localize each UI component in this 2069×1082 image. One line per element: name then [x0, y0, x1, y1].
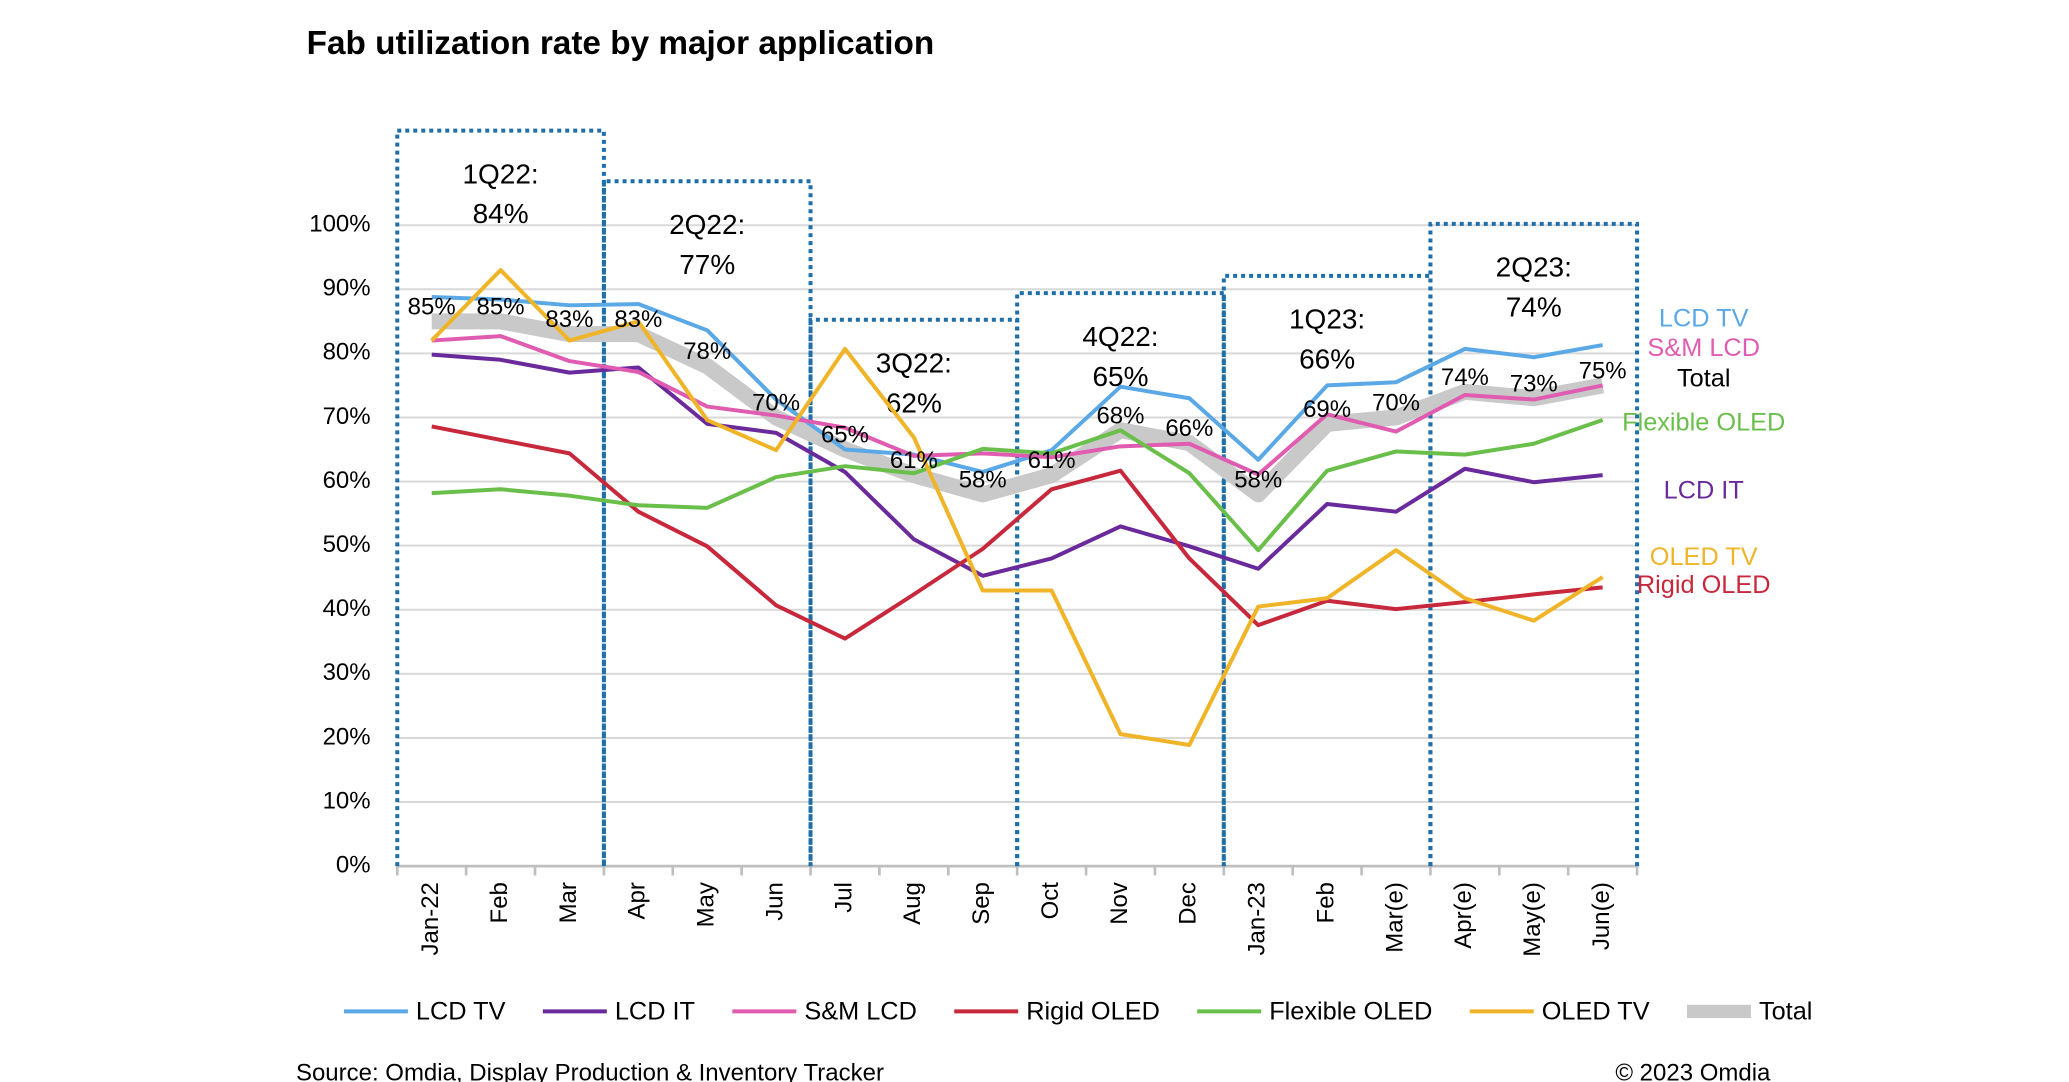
quarter-value: 77%	[679, 249, 735, 280]
data-label: 61%	[1028, 447, 1076, 474]
data-label: 58%	[1234, 466, 1282, 493]
x-tick-label: Sep	[968, 882, 995, 925]
series-line	[431, 313, 1605, 503]
data-label: 78%	[683, 338, 731, 365]
legend-label: Flexible OLED	[1269, 997, 1432, 1025]
quarter-label: 2Q23:	[1496, 252, 1572, 283]
quarter-box	[601, 179, 813, 867]
series-end-label: Total	[1677, 364, 1730, 392]
quarter-value: 66%	[1299, 344, 1355, 375]
quarter-value: 84%	[473, 198, 529, 229]
data-label: 68%	[1096, 402, 1144, 429]
x-tick-label: May	[693, 882, 720, 927]
y-tick-label: 40%	[323, 595, 371, 622]
data-label: 83%	[614, 306, 662, 333]
legend-label: OLED TV	[1542, 997, 1650, 1025]
y-tick-label: 60%	[323, 467, 371, 494]
series-end-label: LCD IT	[1664, 476, 1744, 504]
x-tick-label: Mar(e)	[1381, 882, 1408, 953]
data-label: 69%	[1303, 396, 1351, 423]
data-label: 66%	[1165, 415, 1213, 442]
x-tick-label: Apr	[624, 882, 651, 919]
x-tick-label: Jan-23	[1244, 882, 1271, 955]
series-end-label: OLED TV	[1650, 543, 1758, 571]
series-line	[431, 294, 1603, 474]
quarter-label: 4Q22:	[1082, 321, 1158, 352]
x-tick-label: Feb	[1312, 882, 1339, 923]
data-label: 75%	[1579, 357, 1627, 384]
legend-label: S&M LCD	[804, 997, 917, 1025]
data-label: 65%	[821, 422, 869, 449]
x-tick-label: Apr(e)	[1450, 882, 1477, 949]
y-tick-label: 80%	[323, 339, 371, 366]
quarter-box	[1015, 291, 1226, 867]
x-tick-label: Dec	[1175, 882, 1202, 925]
series-line	[431, 418, 1604, 553]
quarter-label: 1Q23:	[1289, 304, 1365, 335]
quarter-label: 3Q22:	[876, 348, 952, 379]
y-tick-label: 10%	[323, 787, 371, 814]
x-tick-label: Feb	[486, 882, 513, 923]
data-label: 83%	[545, 306, 593, 333]
data-label: 74%	[1441, 364, 1489, 391]
quarter-box	[395, 128, 606, 867]
data-label: 70%	[1372, 389, 1420, 416]
x-tick-label: Jun	[761, 882, 788, 921]
x-tick-label: Oct	[1037, 882, 1064, 920]
legend-label: LCD IT	[615, 997, 695, 1025]
x-tick-label: Jan-22	[417, 882, 444, 955]
x-tick-label: May(e)	[1519, 882, 1546, 957]
data-label: 61%	[890, 447, 938, 474]
legend-label: LCD TV	[416, 997, 506, 1025]
chart-title: Fab utilization rate by major applicatio…	[307, 25, 935, 62]
y-tick-label: 70%	[323, 403, 371, 430]
quarter-box	[1428, 221, 1640, 867]
series-line	[430, 268, 1604, 747]
series-end-label: LCD TV	[1659, 304, 1749, 332]
series-end-label: S&M LCD	[1647, 334, 1760, 362]
y-tick-label: 50%	[323, 531, 371, 558]
x-tick-label: Jun(e)	[1588, 882, 1615, 950]
series-end-label: Flexible OLED	[1622, 408, 1785, 436]
series-end-label: Rigid OLED	[1637, 571, 1771, 599]
data-label: 85%	[477, 293, 525, 320]
data-label: 73%	[1510, 370, 1558, 397]
legend-label: Rigid OLED	[1026, 997, 1160, 1025]
y-tick-label: 100%	[309, 211, 370, 238]
data-label: 85%	[408, 293, 456, 320]
series-line	[431, 334, 1604, 477]
data-label: 58%	[959, 466, 1007, 493]
copyright: © 2023 Omdia	[1615, 1059, 1771, 1082]
quarter-label: 1Q22:	[462, 158, 538, 189]
data-label: 70%	[752, 389, 800, 416]
x-tick-label: Mar	[555, 882, 582, 923]
y-tick-label: 30%	[323, 659, 371, 686]
x-tick-label: Nov	[1106, 882, 1133, 925]
y-tick-label: 0%	[336, 851, 371, 878]
x-tick-label: Aug	[899, 882, 926, 925]
y-tick-label: 20%	[323, 723, 371, 750]
quarter-label: 2Q22:	[669, 209, 745, 240]
source: Source: Omdia, Display Production & Inve…	[296, 1059, 884, 1082]
x-tick-label: Jul	[830, 882, 857, 913]
legend-label: Total	[1759, 997, 1812, 1025]
y-tick-label: 90%	[323, 275, 371, 302]
quarter-value: 74%	[1506, 292, 1562, 323]
